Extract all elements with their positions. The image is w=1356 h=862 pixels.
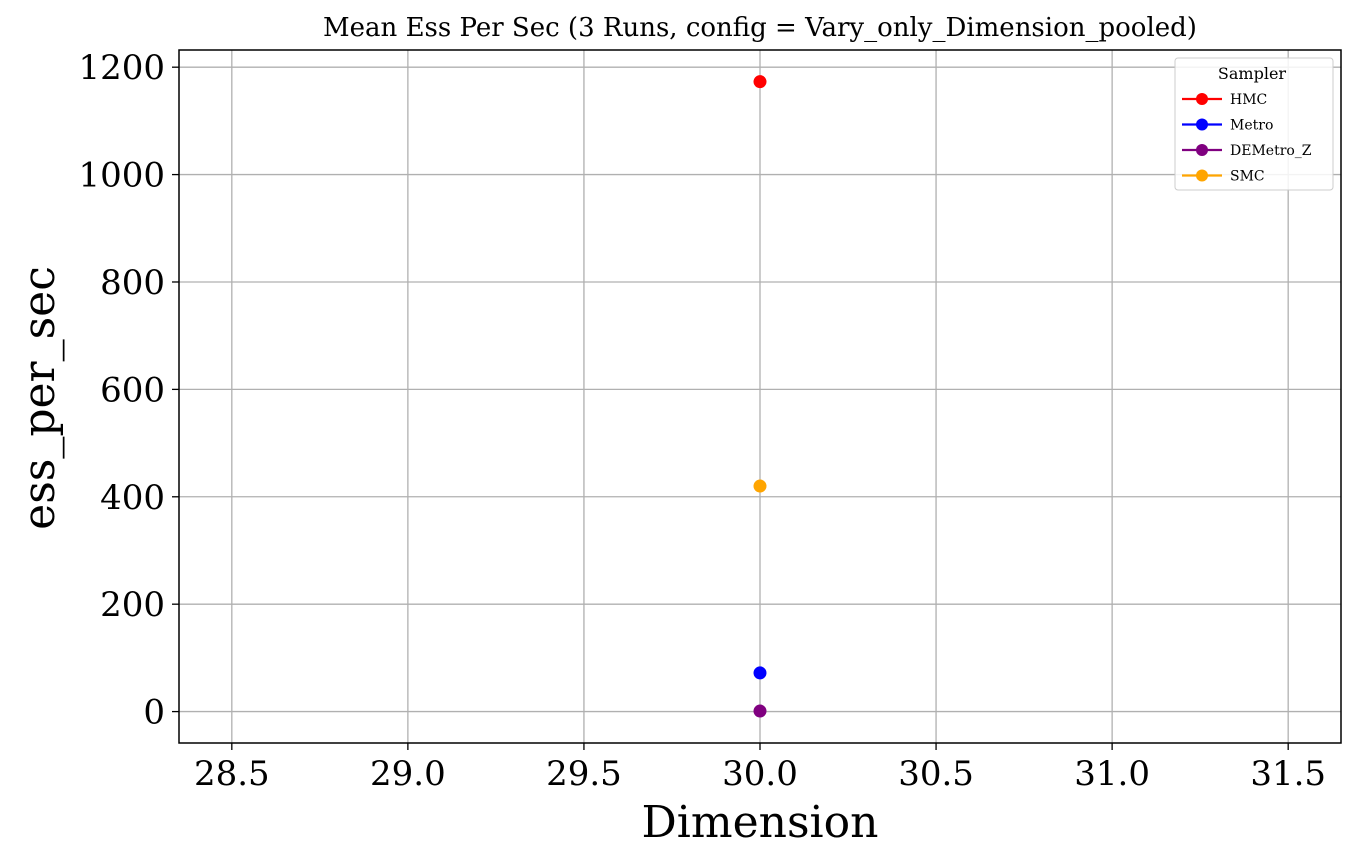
y-axis-label: ess_per_sec [14, 266, 65, 530]
x-tick-label: 30.0 [722, 754, 798, 794]
x-axis-label: Dimension [642, 797, 879, 848]
legend-marker [1196, 169, 1208, 182]
y-tick-label: 1000 [78, 156, 165, 196]
legend-marker [1196, 118, 1208, 131]
data-point [753, 479, 767, 493]
legend-label: Metro [1230, 118, 1273, 134]
series-hmc [753, 75, 767, 89]
y-tick-label: 800 [100, 263, 165, 303]
series-layer [753, 75, 767, 718]
legend-item: Metro [1182, 118, 1273, 134]
legend-item: DEMetro_Z [1182, 143, 1312, 159]
chart-title: Mean Ess Per Sec (3 Runs, config = Vary_… [323, 13, 1197, 43]
x-tick-label: 31.0 [1074, 754, 1150, 794]
series-metro [753, 666, 767, 680]
x-axis: 28.5 29.0 29.5 30.0 30.5 31.0 31.5 [194, 743, 1326, 794]
x-tick-label: 29.5 [546, 754, 622, 794]
y-tick-label: 600 [100, 370, 165, 410]
legend-marker [1196, 93, 1208, 105]
data-point [753, 704, 767, 718]
data-point [753, 75, 767, 89]
legend-item: HMC [1182, 92, 1267, 108]
series-smc [753, 479, 767, 493]
x-tick-label: 30.5 [898, 754, 974, 794]
legend-box [1174, 57, 1334, 191]
legend-title: Sampler [1218, 64, 1287, 83]
y-tick-label: 1200 [78, 48, 165, 88]
legend-label: DEMetro_Z [1230, 143, 1312, 159]
legend-label: SMC [1230, 169, 1265, 185]
x-tick-label: 28.5 [194, 754, 270, 794]
x-tick-label: 31.5 [1250, 754, 1326, 794]
series-demetro-z [753, 704, 767, 718]
grid [179, 50, 1341, 743]
y-axis: 0 200 400 600 800 1000 1200 [78, 48, 179, 733]
legend-item: SMC [1182, 169, 1265, 185]
y-tick-label: 0 [143, 693, 165, 733]
y-tick-label: 200 [100, 585, 165, 625]
data-point [753, 666, 767, 680]
y-tick-label: 400 [100, 478, 165, 518]
x-tick-label: 29.0 [370, 754, 446, 794]
legend-marker [1196, 144, 1208, 156]
legend: Sampler HMC Metro DEMetro_Z SMC [1174, 57, 1334, 191]
legend-label: HMC [1230, 92, 1267, 108]
